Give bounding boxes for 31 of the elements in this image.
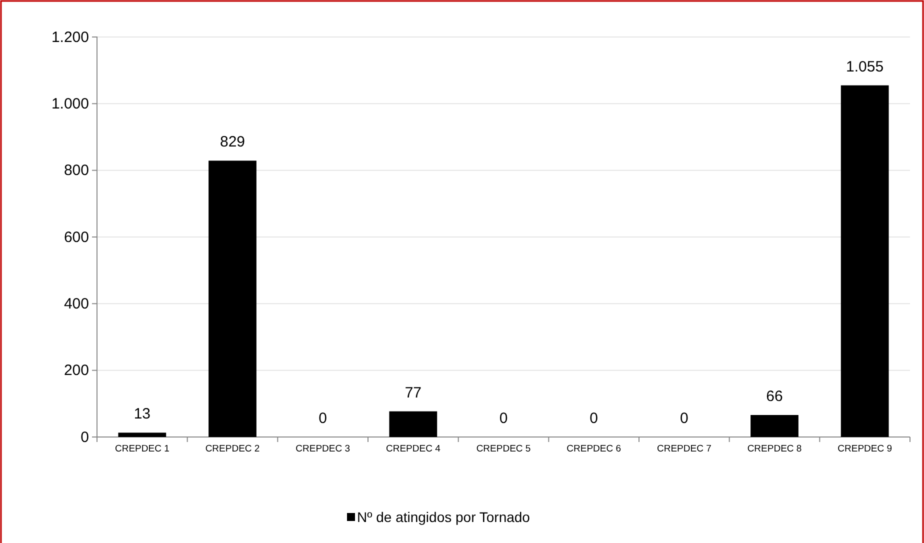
bar bbox=[750, 415, 798, 437]
x-tick-label: CREPDEC 7 bbox=[656, 443, 712, 454]
y-tick-label: 200 bbox=[64, 362, 89, 380]
x-tick-label: CREPDEC 6 bbox=[566, 443, 622, 454]
data-label: 0 bbox=[318, 410, 328, 427]
x-tick-label: CREPDEC 3 bbox=[296, 443, 350, 454]
x-tick-label: CREPDEC 9 bbox=[838, 443, 892, 454]
bar bbox=[208, 160, 256, 437]
data-label: 0 bbox=[590, 410, 598, 427]
data-label: 1.055 bbox=[846, 58, 884, 76]
y-tick-label: 600 bbox=[64, 228, 89, 246]
bar bbox=[118, 432, 166, 437]
data-label: 13 bbox=[134, 406, 151, 423]
y-tick-label: 1.000 bbox=[51, 95, 89, 112]
x-tick-label: CREPDEC 1 bbox=[114, 443, 170, 454]
bar bbox=[389, 411, 438, 437]
x-tick-label: CREPDEC 2 bbox=[205, 443, 260, 454]
x-tick-label: CREPDEC 5 bbox=[476, 443, 531, 454]
bar bbox=[840, 85, 889, 437]
data-label: 66 bbox=[766, 388, 783, 405]
x-tick-label: CREPDEC 8 bbox=[747, 443, 802, 454]
y-tick-label: 800 bbox=[64, 162, 89, 180]
data-label: 829 bbox=[220, 134, 246, 151]
legend-label: Nº de atingidos por Tornado bbox=[357, 509, 530, 525]
x-tick-label: CREPDEC 4 bbox=[386, 443, 440, 454]
y-tick-label: 1.200 bbox=[51, 28, 89, 46]
data-label: 0 bbox=[680, 410, 688, 427]
y-tick-label: 0 bbox=[80, 428, 89, 446]
data-label: 0 bbox=[499, 410, 508, 427]
y-tick-label: 400 bbox=[64, 295, 89, 312]
data-label: 77 bbox=[404, 384, 422, 402]
